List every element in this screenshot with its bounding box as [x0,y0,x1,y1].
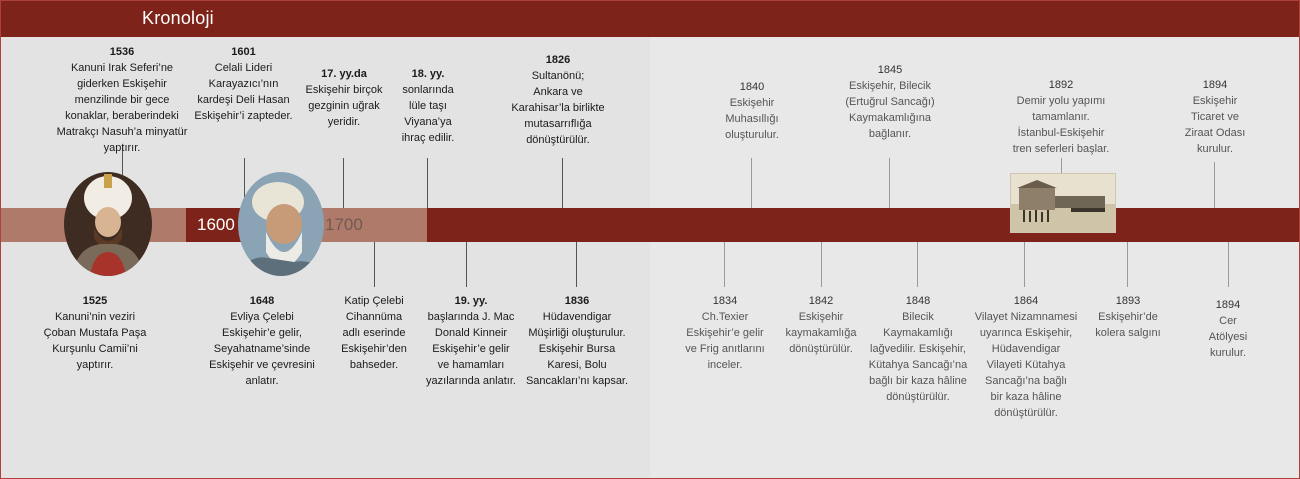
train-station-photo [1010,173,1116,233]
tick-1840 [751,158,752,208]
tick-1826 [562,158,563,208]
tick-1842 [821,242,822,287]
timeline-band-1600 [186,208,244,242]
event-1845: 1845 Eskişehir, Bilecik (Ertuğrul Sancağı… [845,64,935,140]
century-label-1700: 1700 [325,215,363,234]
tick-1836 [576,242,577,287]
tick-17yy [343,158,344,208]
event-1840: 1840 Eskişehir Muhasıllığı oluşturulur. [725,81,779,141]
tick-1893 [1127,242,1128,287]
tick-1864 [1024,242,1025,287]
tick-1892 [1061,158,1062,173]
event-1601: 1601 Celali Lideri Karayazıcı’nın kardeşi… [194,46,293,122]
event-19yy: 19. yy. başlarında J. Mac Donald Kinneir … [426,295,516,387]
event-1834: 1834 Ch.Texier Eskişehir’e gelir ve Frig … [685,295,765,371]
event-1894-top: 1894 Eskişehir Ticaret ve Ziraat Odası ku… [1184,79,1246,155]
event-1848: 1848 Bilecik Kaymakamlığı lağvedilir. Esk… [868,295,968,403]
tick-1894-top [1214,162,1215,208]
event-18yy: 18. yy. sonlarında lüle taşı Viyana’ya ih… [401,68,455,144]
portrait-evliya-celebi [238,172,324,276]
event-1648: 1648 Evliya Çelebi Eskişehir’e gelir, Sey… [209,295,315,387]
event-1864: 1864 Vilayet Nizamnamesi uyarınca Eskişeh… [974,295,1078,419]
event-17yy: 17. yy.da Eskişehir birçok gezginin uğrak… [305,68,383,128]
tick-19yy [466,242,467,287]
event-katip-celebi: Katip Çelebi Cihannüma adlı eserinde Esk… [341,295,407,371]
tick-1536 [122,145,123,185]
tick-katip [374,242,375,287]
tick-1834 [724,242,725,287]
event-1826: 1826 Sultanönü; Ankara ve Karahisar’la bi… [511,54,605,146]
event-1892: 1892 Demir yolu yapımı tamamlanır. İstanb… [1012,79,1110,155]
event-1894-bottom: 1894 Cer Atölyesi kurulur. [1208,299,1248,359]
timeline-band-late [427,208,1300,242]
tick-1848 [917,242,918,287]
event-1842: 1842 Eskişehir kaymakamlığa dönüştürülür. [785,295,857,355]
portrait-kanuni [64,172,152,276]
tick-1845 [889,158,890,208]
tick-18yy [427,158,428,208]
event-1525: 1525 Kanuni’nin veziri Çoban Mustafa Paşa… [43,295,147,371]
tick-1601 [244,158,245,208]
right-panel-shade [650,37,1300,479]
page-title: Kronoloji [142,8,214,28]
header-bar: Kronoloji [0,0,1300,37]
tick-1894-bottom [1228,242,1229,287]
event-1536: 1536 Kanuni Irak Seferi’ne giderken Eskiş… [56,46,188,154]
event-1893: 1893 Eskişehir’de kolera salgını [1095,295,1161,339]
event-1836: 1836 Hüdavendigar Müşirliği oluşturulur. … [525,295,629,387]
century-label-1600: 1600 [197,215,235,234]
